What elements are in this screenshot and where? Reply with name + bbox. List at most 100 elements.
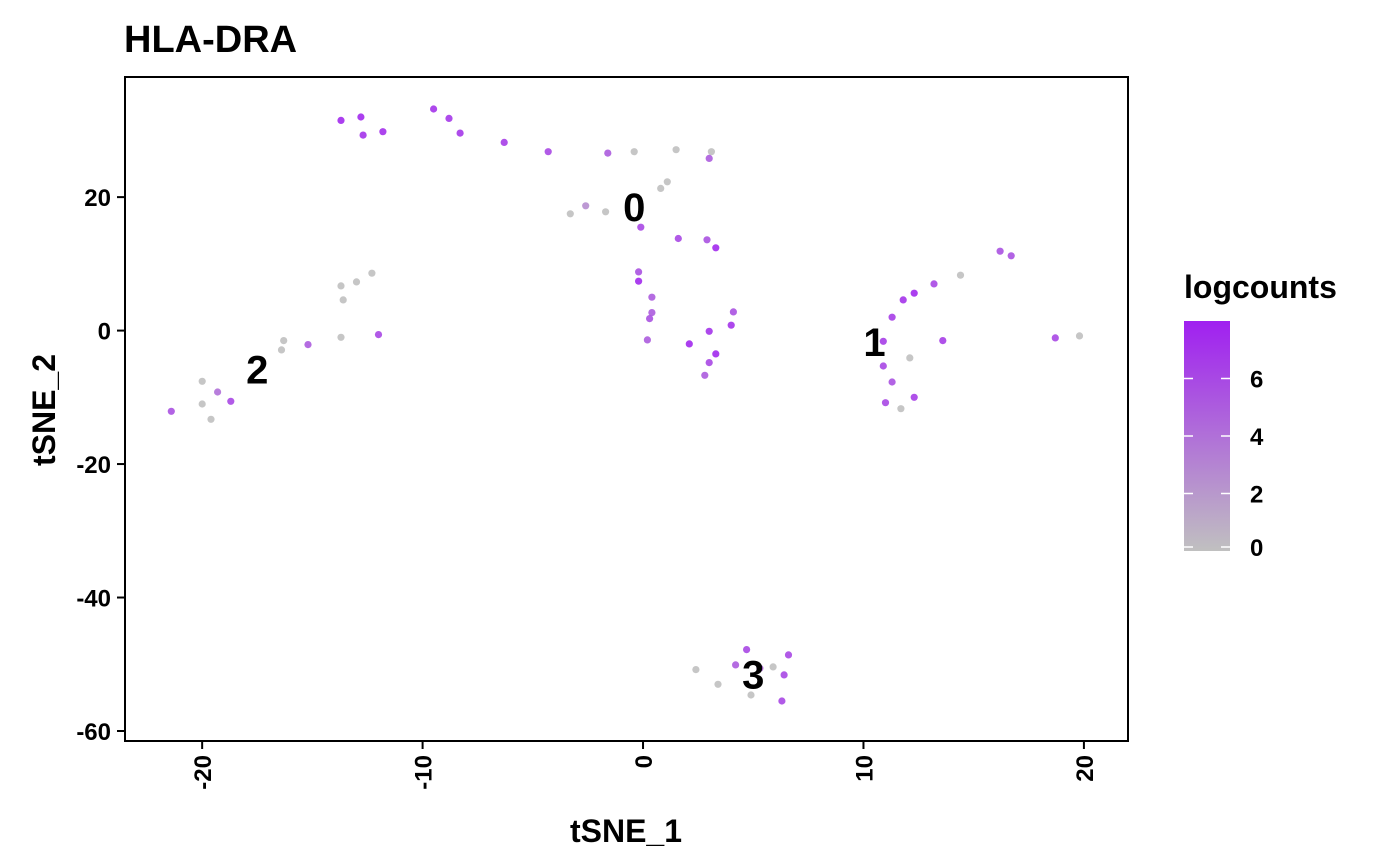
data-point <box>778 697 786 705</box>
data-point <box>445 114 453 122</box>
data-point <box>648 293 656 301</box>
data-point <box>712 350 720 358</box>
data-point <box>1051 334 1059 342</box>
x-axis-title: tSNE_1 <box>570 813 682 849</box>
y-tick-label: 0 <box>98 319 111 346</box>
data-point <box>727 321 735 329</box>
data-point <box>769 663 777 671</box>
data-point <box>602 208 610 216</box>
x-tick-label: -10 <box>411 755 438 790</box>
data-point <box>198 400 206 408</box>
data-point <box>732 661 740 669</box>
data-point <box>743 646 751 654</box>
data-point <box>663 178 671 186</box>
data-point <box>277 346 286 354</box>
data-point <box>707 148 716 156</box>
data-point <box>674 234 682 243</box>
data-point <box>784 651 793 659</box>
y-axis-title: tSNE_2 <box>26 354 62 466</box>
cluster-label: 2 <box>246 348 268 392</box>
data-point <box>712 244 720 252</box>
data-point <box>337 282 345 290</box>
data-point <box>756 664 764 672</box>
data-point <box>1007 252 1015 260</box>
data-point <box>635 277 643 285</box>
data-point <box>899 296 907 304</box>
data-point <box>692 666 700 674</box>
data-point <box>456 129 464 137</box>
data-point <box>357 113 365 121</box>
legend-tick-label: 4 <box>1250 424 1264 451</box>
data-point <box>352 278 361 286</box>
data-point <box>604 149 612 157</box>
data-point <box>879 362 887 370</box>
data-point <box>888 378 896 386</box>
data-point <box>897 405 905 413</box>
data-point <box>280 337 288 345</box>
data-point <box>198 377 206 385</box>
data-point <box>930 280 938 288</box>
data-point <box>888 313 896 321</box>
data-point <box>881 399 890 407</box>
data-point <box>705 359 713 367</box>
data-point <box>214 388 222 396</box>
x-tick-label: -20 <box>190 755 217 790</box>
legend-title: logcounts <box>1184 269 1337 305</box>
data-point <box>657 184 665 192</box>
y-axis: -60 -40 -20 0 20 <box>76 185 125 746</box>
x-axis: -20 -10 0 10 20 <box>190 741 1099 790</box>
legend-tick-label: 0 <box>1250 535 1263 562</box>
legend-ticks: 0 2 4 6 <box>1184 367 1264 562</box>
data-point <box>379 128 387 136</box>
data-point <box>646 315 654 323</box>
data-point <box>630 148 638 156</box>
plot-panel-border <box>124 76 1129 742</box>
data-point <box>705 154 713 162</box>
data-point <box>729 308 738 316</box>
data-point <box>337 333 345 341</box>
data-point <box>879 337 887 345</box>
legend-tick-label: 2 <box>1250 482 1263 509</box>
data-point <box>304 341 312 349</box>
data-point <box>939 337 947 345</box>
data-point <box>359 131 367 139</box>
data-point <box>337 116 345 124</box>
data-point <box>637 223 645 231</box>
data-point <box>672 146 680 154</box>
data-point <box>956 271 965 279</box>
chart-title: HLA-DRA <box>124 19 297 61</box>
y-tick-label: 20 <box>84 185 111 212</box>
cluster-label: 0 <box>623 186 645 230</box>
data-point <box>368 269 376 277</box>
x-tick-label: 0 <box>631 755 658 768</box>
data-point <box>643 336 652 344</box>
cluster-label: 1 <box>863 321 885 365</box>
cluster-label: 3 <box>742 653 764 697</box>
data-point <box>374 331 383 339</box>
data-point <box>544 148 552 156</box>
data-point <box>167 407 175 415</box>
data-point <box>906 354 914 362</box>
x-tick-label: 20 <box>1072 755 1099 782</box>
data-point <box>227 397 235 405</box>
data-point <box>339 296 347 304</box>
data-point <box>910 289 918 297</box>
points-layer <box>167 105 1084 705</box>
data-point <box>648 309 656 317</box>
data-point <box>747 691 755 699</box>
y-tick-label: -60 <box>76 719 111 746</box>
data-point <box>714 680 722 688</box>
data-point <box>500 138 508 146</box>
data-point <box>207 415 215 423</box>
data-point <box>1075 332 1084 340</box>
y-tick-label: -20 <box>76 452 111 479</box>
data-point <box>685 340 693 348</box>
data-point <box>701 371 709 379</box>
cluster-labels-layer: 0 1 2 3 <box>246 186 885 697</box>
data-point <box>910 393 918 401</box>
color-legend: logcounts 0 2 4 6 <box>1184 269 1337 562</box>
x-tick-label: 10 <box>852 755 879 782</box>
data-point <box>705 327 713 335</box>
legend-tick-label: 6 <box>1250 367 1263 394</box>
